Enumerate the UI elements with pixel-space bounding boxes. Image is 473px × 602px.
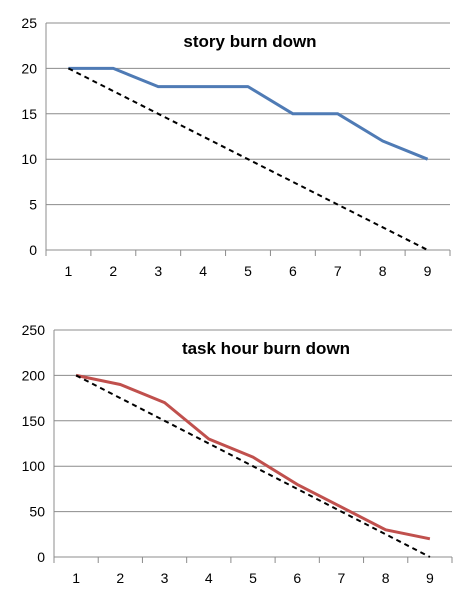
- y-tick-label: 0: [29, 242, 37, 258]
- x-tick-label: 4: [205, 570, 213, 586]
- x-tick-label: 1: [65, 263, 73, 279]
- x-tick-label: 5: [244, 263, 252, 279]
- task-hour-burn-down-chart: 0 50 100 150 200 250 1 2 3 4 5 6 7 8 9 task hour burn d…: [22, 322, 453, 586]
- y-tick-label: 25: [21, 15, 37, 31]
- y-tick-label: 50: [29, 504, 45, 520]
- y-tick-label: 150: [22, 413, 46, 429]
- y-tick-label: 5: [29, 197, 37, 213]
- y-tick-label: 15: [21, 106, 37, 122]
- actual-burn-line: [75, 373, 431, 541]
- x-tick-label: 3: [161, 570, 169, 586]
- actual-burn-line: [68, 66, 429, 161]
- x-tick-label: 6: [289, 263, 297, 279]
- ideal-burn-line: [67, 67, 429, 251]
- x-tick-label: 5: [249, 570, 257, 586]
- x-tick-label: 3: [154, 263, 162, 279]
- x-tick-label: 4: [199, 263, 207, 279]
- y-tick-label: 20: [21, 60, 37, 76]
- x-tick-label: 2: [109, 263, 117, 279]
- y-tick-label: 10: [21, 151, 37, 167]
- x-tick-label: 7: [338, 570, 346, 586]
- y-tick-label: 250: [22, 322, 46, 338]
- x-tick-label: 1: [72, 570, 80, 586]
- y-tick-label: 200: [22, 367, 46, 383]
- story-burn-down-chart: 0 5 10 15 20 25 1 2 3 4 5 6 7 8 9 story burn down: [21, 15, 451, 279]
- ideal-burn-line: [75, 374, 431, 558]
- x-tick-label: 2: [116, 570, 124, 586]
- y-tick-label: 100: [22, 458, 46, 474]
- x-tick-label: 8: [379, 263, 387, 279]
- x-tick-label: 9: [426, 570, 434, 586]
- x-tick-label: 9: [424, 263, 432, 279]
- chart-title: story burn down: [183, 32, 316, 51]
- x-tick-label: 6: [293, 570, 301, 586]
- x-tick-label: 8: [382, 570, 390, 586]
- chart-title: task hour burn down: [182, 339, 350, 358]
- y-tick-label: 0: [37, 549, 45, 565]
- x-tick-label: 7: [334, 263, 342, 279]
